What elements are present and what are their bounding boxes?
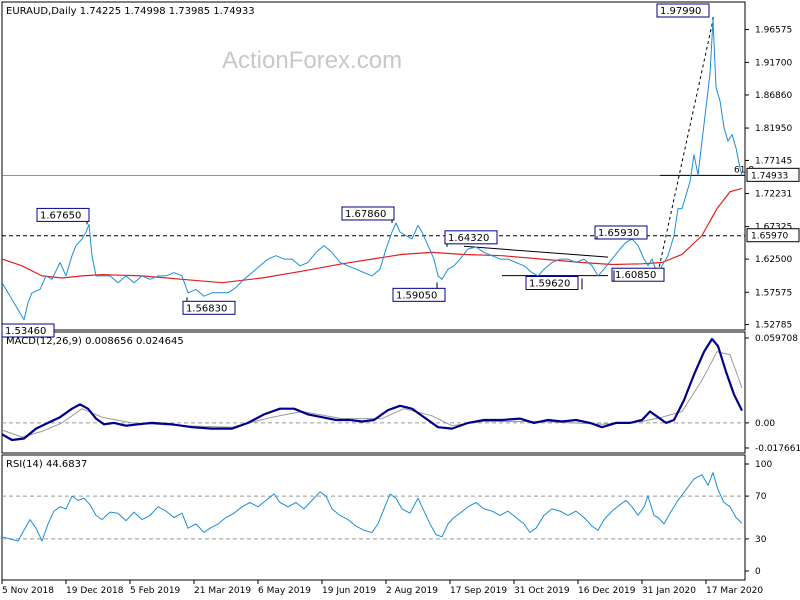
annotation-box: [36, 207, 90, 222]
annotation-box: [1, 323, 55, 338]
trendline: [657, 19, 714, 273]
x-tick-label: 5 Nov 2018: [2, 586, 54, 596]
price-line: [1, 19, 743, 321]
y-tick-label: 1.96575: [755, 26, 792, 36]
annotation-label: 1.56830: [186, 303, 227, 314]
y-tick-label: 30: [755, 535, 767, 545]
x-tick-label: 16 Dec 2019: [578, 586, 636, 596]
x-tick-label: 6 May 2019: [258, 586, 311, 596]
y-tick-label: 1.72231: [755, 190, 792, 200]
y-tick-label: 100: [755, 460, 772, 470]
y-tick-label: 1.81950: [755, 124, 792, 134]
annotation-label: 1.67860: [345, 209, 386, 220]
y-tick-label: 1.57575: [755, 288, 792, 298]
x-tick-label: 19 Jun 2019: [322, 586, 376, 596]
current-price-label: 1.74933: [751, 171, 788, 181]
moving-average-line: [1, 187, 743, 284]
fib-label: 61.8: [734, 165, 754, 175]
x-tick-label: 17 Mar 2020: [706, 586, 763, 596]
x-tick-label: 31 Oct 2019: [514, 586, 570, 596]
y-tick-label: 1.91700: [755, 58, 792, 68]
watermark: ActionForex.com: [222, 47, 402, 74]
annotation-box: [611, 267, 665, 282]
y-tick-label: 70: [755, 492, 767, 502]
x-tick-label: 5 Feb 2019: [130, 586, 181, 596]
annotation-box: [182, 300, 236, 315]
support-price-label-box: [746, 228, 800, 243]
y-tick-label: 1.52785: [755, 321, 792, 331]
price-panel-frame: [1, 1, 746, 331]
macd-panel-frame: [1, 331, 746, 454]
annotation-label: 1.53460: [5, 326, 46, 337]
annotation-box: [594, 225, 648, 240]
x-tick-label: 19 Dec 2018: [66, 586, 124, 596]
rsi-panel-frame: [1, 454, 746, 581]
annotation-label: 1.64320: [448, 233, 489, 244]
annotation-box: [392, 287, 446, 302]
current-price-label-box: [746, 167, 800, 182]
rsi-line: [1, 472, 743, 542]
macd-signal-line: [1, 351, 743, 438]
y-tick-label: 1.86860: [755, 91, 792, 101]
annotation-box: [525, 275, 579, 290]
y-tick-label: 1.67325: [755, 223, 792, 233]
y-tick-label: 1.77145: [755, 156, 792, 166]
macd-line: [1, 337, 743, 442]
y-tick-label: 1.62500: [755, 255, 792, 265]
annotation-label: 1.65930: [598, 228, 639, 239]
macd-panel-title: MACD(12,26,9) 0.008656 0.024645: [6, 336, 184, 347]
annotation-label: 1.67650: [40, 210, 81, 221]
x-tick-label: 17 Sep 2019: [450, 586, 507, 596]
x-tick-label: 21 Mar 2019: [194, 586, 251, 596]
annotation-box: [444, 230, 498, 245]
annotation-box: [656, 3, 710, 18]
y-tick-label: 0: [755, 567, 761, 577]
x-tick-label: 2 Aug 2019: [386, 586, 438, 596]
annotation-label: 1.60850: [615, 270, 656, 281]
y-tick-label: -0.017661: [755, 444, 800, 454]
trendline: [463, 245, 609, 258]
annotation-box: [341, 206, 395, 221]
rsi-panel-title: RSI(14) 44.6837: [6, 459, 87, 470]
annotation-label: 1.59620: [529, 278, 570, 289]
annotation-label: 1.97990: [660, 6, 701, 17]
y-tick-label: 0.00: [755, 419, 775, 429]
price-panel-title: EURAUD,Daily 1.74225 1.74998 1.73985 1.7…: [6, 6, 255, 17]
x-tick-label: 31 Jan 2020: [642, 586, 696, 596]
support-price-label: 1.65970: [751, 232, 788, 242]
annotation-label: 1.59050: [396, 290, 437, 301]
y-tick-label: 0.059708: [755, 334, 798, 344]
